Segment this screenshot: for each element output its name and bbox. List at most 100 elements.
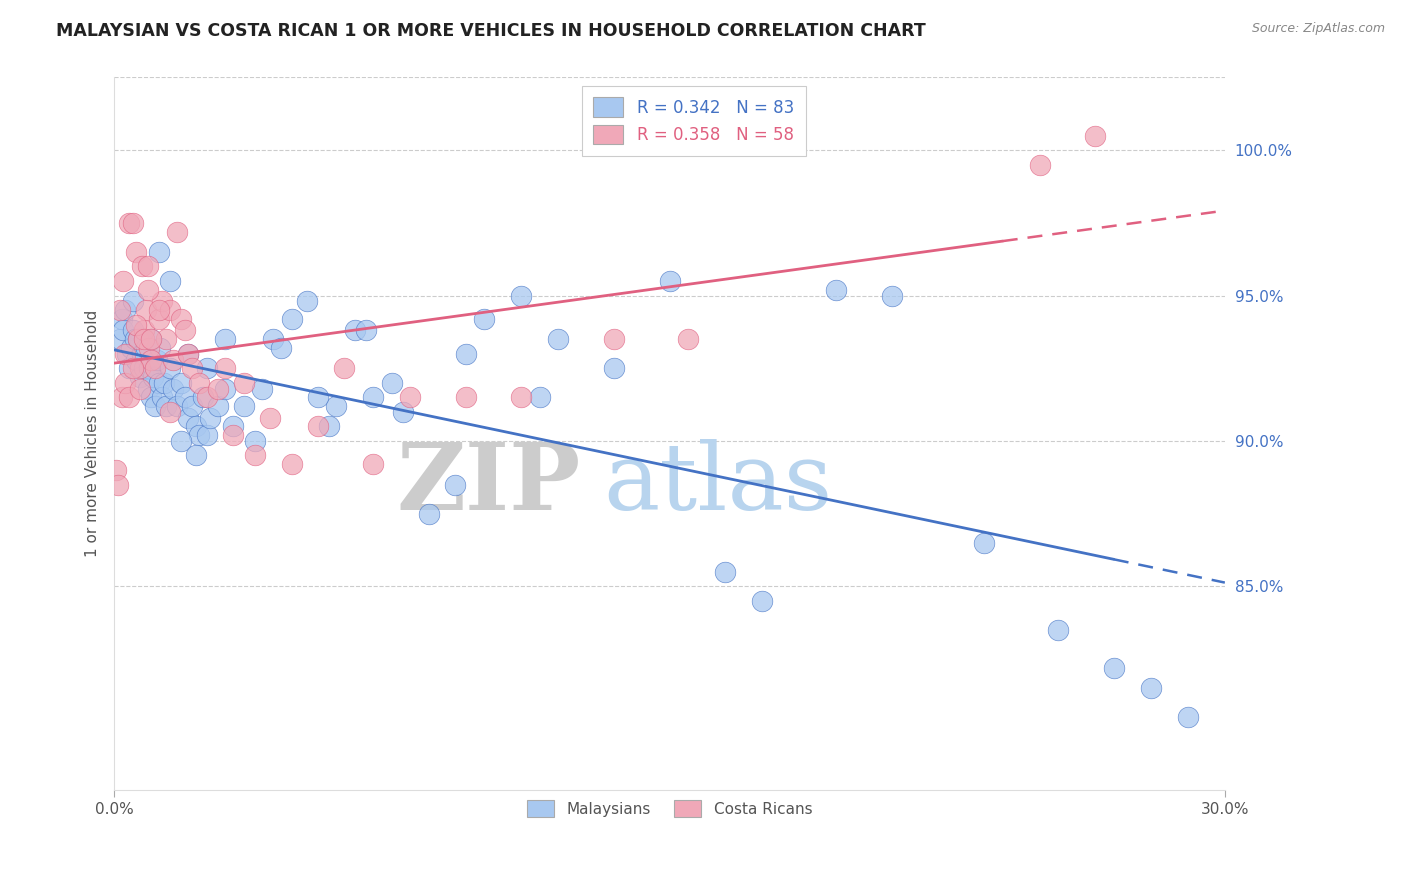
Point	[1084, 128, 1107, 143]
Point	[138, 361, 160, 376]
Point	[177, 347, 200, 361]
Point	[141, 390, 163, 404]
Point	[259, 410, 281, 425]
Point	[243, 434, 266, 448]
Point	[118, 361, 141, 376]
Point	[159, 405, 181, 419]
Point	[121, 294, 143, 309]
Y-axis label: 1 or more Vehicles in Household: 1 or more Vehicles in Household	[86, 310, 100, 558]
Point	[281, 457, 304, 471]
Point	[510, 288, 533, 302]
Point	[1177, 710, 1199, 724]
Point	[129, 370, 152, 384]
Point	[184, 419, 207, 434]
Point	[132, 332, 155, 346]
Point	[354, 323, 377, 337]
Point	[195, 361, 218, 376]
Point	[159, 274, 181, 288]
Point	[1140, 681, 1163, 695]
Point	[173, 323, 195, 337]
Point	[149, 341, 172, 355]
Point	[214, 361, 236, 376]
Point	[318, 419, 340, 434]
Point	[135, 341, 157, 355]
Point	[603, 332, 626, 346]
Point	[166, 399, 188, 413]
Point	[295, 294, 318, 309]
Point	[141, 352, 163, 367]
Text: atlas: atlas	[603, 439, 832, 529]
Point	[136, 260, 159, 274]
Point	[252, 382, 274, 396]
Point	[135, 303, 157, 318]
Point	[143, 399, 166, 413]
Point	[207, 399, 229, 413]
Point	[166, 225, 188, 239]
Point	[118, 216, 141, 230]
Text: MALAYSIAN VS COSTA RICAN 1 OR MORE VEHICLES IN HOUSEHOLD CORRELATION CHART: MALAYSIAN VS COSTA RICAN 1 OR MORE VEHIC…	[56, 22, 927, 40]
Point	[307, 390, 329, 404]
Point	[110, 311, 132, 326]
Point	[170, 434, 193, 448]
Point	[343, 323, 366, 337]
Point	[132, 323, 155, 337]
Point	[148, 376, 170, 390]
Point	[108, 332, 131, 346]
Point	[159, 303, 181, 318]
Point	[191, 390, 214, 404]
Point	[114, 303, 136, 318]
Point	[184, 449, 207, 463]
Point	[121, 323, 143, 337]
Point	[214, 382, 236, 396]
Point	[195, 428, 218, 442]
Point	[112, 323, 135, 337]
Point	[510, 390, 533, 404]
Point	[105, 463, 128, 477]
Point	[127, 332, 149, 346]
Point	[110, 390, 132, 404]
Point	[603, 361, 626, 376]
Point	[325, 399, 347, 413]
Point	[150, 294, 173, 309]
Point	[118, 390, 141, 404]
Point	[125, 244, 148, 259]
Point	[221, 419, 243, 434]
Point	[658, 274, 681, 288]
Point	[381, 376, 404, 390]
Point	[880, 288, 903, 302]
Point	[547, 332, 569, 346]
Point	[200, 410, 222, 425]
Point	[125, 318, 148, 332]
Point	[973, 535, 995, 549]
Point	[108, 303, 131, 318]
Point	[177, 347, 200, 361]
Point	[145, 352, 167, 367]
Point	[129, 382, 152, 396]
Point	[474, 311, 496, 326]
Point	[112, 274, 135, 288]
Point	[136, 382, 159, 396]
Point	[195, 390, 218, 404]
Point	[162, 382, 184, 396]
Point	[155, 399, 177, 413]
Point	[243, 449, 266, 463]
Point	[159, 361, 181, 376]
Point	[232, 376, 254, 390]
Point	[125, 352, 148, 367]
Point	[155, 332, 177, 346]
Point	[142, 370, 165, 384]
Point	[170, 376, 193, 390]
Point	[751, 594, 773, 608]
Point	[114, 347, 136, 361]
Point	[120, 341, 142, 355]
Point	[188, 428, 211, 442]
Point	[207, 382, 229, 396]
Point	[153, 376, 176, 390]
Point	[181, 399, 204, 413]
Point	[141, 332, 163, 346]
Point	[221, 428, 243, 442]
Point	[454, 390, 477, 404]
Point	[162, 352, 184, 367]
Point	[392, 405, 415, 419]
Point	[141, 332, 163, 346]
